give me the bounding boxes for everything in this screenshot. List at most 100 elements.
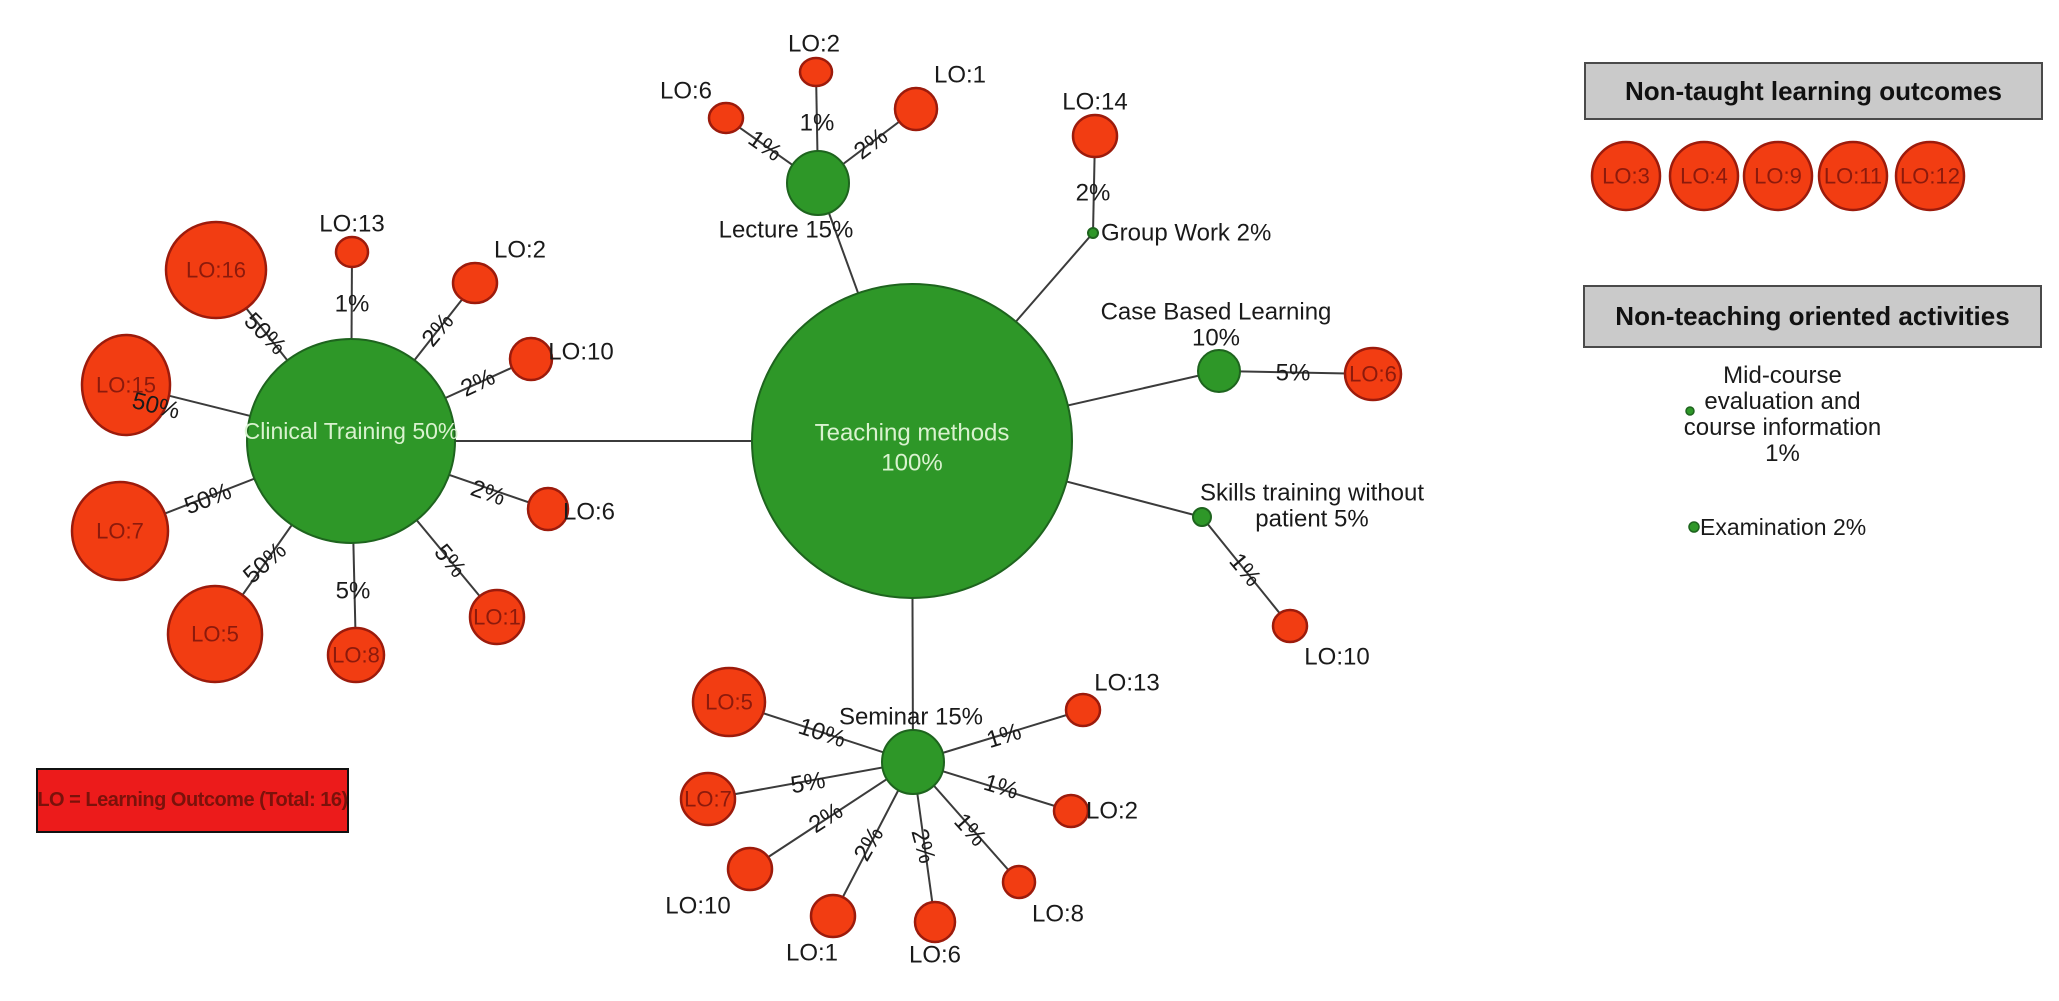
node-c2c xyxy=(451,261,499,305)
non-taught-lo-label-5: LO:12 xyxy=(1900,164,1960,189)
node-ext-label-c10c: LO:10 xyxy=(548,339,613,366)
node-label-cb6: LO:6 xyxy=(1349,362,1397,387)
edge-label-seminar-se7: 5% xyxy=(789,767,828,800)
edge-seminar-se10 xyxy=(749,761,914,870)
node-ext-label-skills-line1: Skills training without xyxy=(1200,480,1424,507)
edge-label-lecture-l6: 1% xyxy=(743,125,787,167)
node-ext-label-s10: LO:10 xyxy=(1304,644,1369,671)
edge-label-clinical-c1c: 5% xyxy=(429,539,472,583)
mid-course-line-2: evaluation and xyxy=(1704,388,1861,415)
edge-label-clinical-c2c: 2% xyxy=(417,308,460,352)
node-label-c15: LO:15 xyxy=(96,373,156,398)
node-ext-label-seminar: Seminar 15% xyxy=(839,704,983,731)
node-ext-label-groupwork: Group Work 2% xyxy=(1101,220,1271,247)
edge-skills-s10 xyxy=(1201,516,1291,627)
node-ext-label-cbl-line2: 10% xyxy=(1192,325,1240,352)
mid-course-line-4: 1% xyxy=(1765,440,1800,467)
node-ext-label-c6c: LO:6 xyxy=(563,499,615,526)
edge-label-clinical-c7c: 50% xyxy=(181,478,236,520)
node-ext-label-se8: LO:8 xyxy=(1032,901,1084,928)
node-g14 xyxy=(1071,113,1119,159)
node-l6 xyxy=(707,101,745,135)
node-label-se7: LO:7 xyxy=(684,787,732,812)
node-ext-label-se10: LO:10 xyxy=(665,893,730,920)
node-label-teaching-line2: 100% xyxy=(881,450,942,477)
node-c16 xyxy=(164,220,268,320)
edge-label-seminar-se10: 2% xyxy=(804,797,848,839)
edge-label-lecture-l2: 1% xyxy=(800,110,835,137)
node-se5 xyxy=(691,666,767,738)
node-c10c xyxy=(508,336,554,382)
examination-dot xyxy=(1688,521,1700,533)
mid-course-evaluation-label: Mid-course evaluation and course informa… xyxy=(1662,363,1903,467)
node-se8 xyxy=(1001,864,1037,900)
node-c6c xyxy=(526,486,570,532)
node-se1 xyxy=(809,893,857,939)
node-c5c xyxy=(166,584,264,684)
mid-course-dot xyxy=(1685,406,1695,416)
edge-label-seminar-se1: 2% xyxy=(849,822,890,866)
node-groupwork xyxy=(1087,227,1099,239)
edge-label-cbl-cb6: 5% xyxy=(1276,360,1311,387)
node-cb6 xyxy=(1343,346,1403,402)
non-taught-lo-label-2: LO:4 xyxy=(1680,164,1728,189)
edge-label-clinical-c6c: 2% xyxy=(467,475,509,512)
node-se10 xyxy=(726,846,774,892)
edge-label-skills-s10: 1% xyxy=(1224,548,1267,592)
node-label-c16: LO:16 xyxy=(186,258,246,283)
mid-course-line-3: course information xyxy=(1683,414,1882,441)
node-ext-label-lecture: Lecture 15% xyxy=(719,217,854,244)
edge-label-clinical-c13: 1% xyxy=(335,291,370,318)
examination-label: Examination 2% xyxy=(1700,514,1867,540)
legend-box: LO = Learning Outcome (Total: 16) xyxy=(36,768,349,833)
node-label-c8c: LO:8 xyxy=(332,643,380,668)
node-s10 xyxy=(1271,608,1309,644)
edge-label-clinical-c16: 50% xyxy=(238,307,291,360)
node-ext-label-se13: LO:13 xyxy=(1094,670,1159,697)
edge-label-groupwork-g14: 2% xyxy=(1076,180,1111,207)
node-label-clinical-line1: Clinical Training 50% xyxy=(244,418,459,444)
edge-label-seminar-se8: 1% xyxy=(948,808,991,852)
non-teaching-activities-title: Non-teaching oriented activities xyxy=(1615,301,2010,331)
edge-label-clinical-c5c: 50% xyxy=(238,537,292,589)
node-ext-label-c13: LO:13 xyxy=(319,211,384,238)
non-taught-lo-circle-2 xyxy=(1668,140,1740,212)
node-c8c xyxy=(326,626,386,684)
node-label-teaching-line1: Teaching methods xyxy=(815,420,1010,447)
node-ext-label-skills-line2: patient 5% xyxy=(1255,506,1368,533)
non-taught-lo-label-4: LO:11 xyxy=(1824,164,1882,189)
node-l1 xyxy=(893,86,939,132)
node-se2 xyxy=(1052,793,1090,829)
node-label-c5c: LO:5 xyxy=(191,622,239,647)
node-se13 xyxy=(1064,692,1102,728)
node-label-c1c: LO:1 xyxy=(473,605,521,630)
node-ext-label-cbl-line1: Case Based Learning xyxy=(1101,299,1332,326)
node-label-c7c: LO:7 xyxy=(96,519,144,544)
non-taught-lo-circle-5 xyxy=(1894,140,1966,212)
node-cbl xyxy=(1197,349,1241,393)
mid-course-line-1: Mid-course xyxy=(1723,362,1842,389)
node-c1c xyxy=(468,588,526,646)
node-ext-label-g14: LO:14 xyxy=(1062,89,1127,116)
node-c15 xyxy=(80,333,172,437)
node-ext-label-l6: LO:6 xyxy=(660,78,712,105)
edge-label-seminar-se13: 1% xyxy=(983,718,1024,754)
edge-label-lecture-l1: 2% xyxy=(849,123,893,165)
node-teaching xyxy=(751,283,1073,599)
edge-label-seminar-se2: 1% xyxy=(980,769,1021,805)
node-lecture xyxy=(786,150,850,216)
node-ext-label-se2: LO:2 xyxy=(1086,798,1138,825)
edge-seminar-se7 xyxy=(707,761,914,800)
node-ext-label-l2: LO:2 xyxy=(788,31,840,58)
node-c7c xyxy=(70,480,170,582)
node-clinical xyxy=(246,338,456,544)
node-c13 xyxy=(334,235,370,269)
node-skills xyxy=(1192,507,1212,527)
non-taught-lo-circle-3 xyxy=(1742,140,1814,212)
node-l2 xyxy=(798,56,834,88)
non-taught-lo-circle-1 xyxy=(1590,140,1662,212)
non-teaching-activities-header: Non-teaching oriented activities xyxy=(1583,285,2042,348)
edge-label-clinical-c10c: 2% xyxy=(457,363,500,402)
